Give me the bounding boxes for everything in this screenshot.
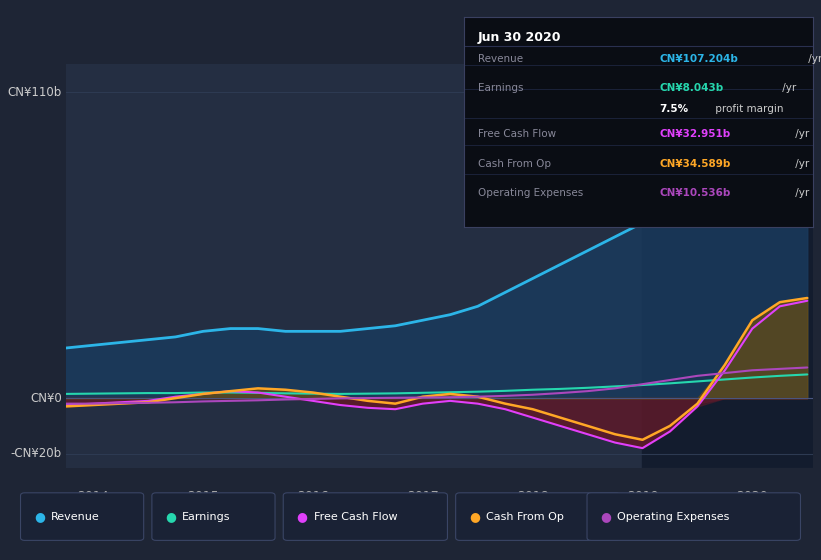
Text: profit margin: profit margin	[713, 104, 784, 114]
Text: 2014: 2014	[77, 490, 109, 503]
Text: CN¥0: CN¥0	[30, 391, 62, 404]
Text: Free Cash Flow: Free Cash Flow	[478, 129, 556, 139]
Text: Jun 30 2020: Jun 30 2020	[478, 31, 562, 44]
Text: 2017: 2017	[407, 490, 438, 503]
Text: Operating Expenses: Operating Expenses	[617, 512, 730, 521]
Bar	[643, 64, 813, 468]
Text: CN¥10.536b: CN¥10.536b	[659, 188, 731, 198]
Text: CN¥110b: CN¥110b	[7, 86, 62, 99]
Text: -CN¥20b: -CN¥20b	[11, 447, 62, 460]
Text: Revenue: Revenue	[478, 54, 523, 64]
Text: CN¥107.204b: CN¥107.204b	[659, 54, 738, 64]
Text: 7.5%: 7.5%	[659, 104, 688, 114]
Text: Free Cash Flow: Free Cash Flow	[314, 512, 397, 521]
Text: ●: ●	[469, 510, 480, 523]
Text: /yr: /yr	[778, 83, 796, 93]
Text: Earnings: Earnings	[478, 83, 523, 93]
Text: Earnings: Earnings	[182, 512, 231, 521]
Text: Cash From Op: Cash From Op	[478, 159, 551, 169]
Text: /yr: /yr	[805, 54, 821, 64]
Text: Cash From Op: Cash From Op	[486, 512, 564, 521]
Text: CN¥8.043b: CN¥8.043b	[659, 83, 723, 93]
Text: ●: ●	[600, 510, 612, 523]
Text: 2015: 2015	[187, 490, 219, 503]
Text: Revenue: Revenue	[51, 512, 99, 521]
Text: /yr: /yr	[792, 129, 810, 139]
Text: ●: ●	[296, 510, 308, 523]
Text: CN¥34.589b: CN¥34.589b	[659, 159, 731, 169]
Text: CN¥32.951b: CN¥32.951b	[659, 129, 731, 139]
Text: 2016: 2016	[297, 490, 328, 503]
Text: 2020: 2020	[736, 490, 768, 503]
Text: ●: ●	[165, 510, 177, 523]
Text: ●: ●	[34, 510, 45, 523]
Text: 2018: 2018	[516, 490, 548, 503]
Text: 2019: 2019	[626, 490, 658, 503]
Text: /yr: /yr	[792, 159, 810, 169]
Text: Operating Expenses: Operating Expenses	[478, 188, 583, 198]
Text: /yr: /yr	[792, 188, 810, 198]
